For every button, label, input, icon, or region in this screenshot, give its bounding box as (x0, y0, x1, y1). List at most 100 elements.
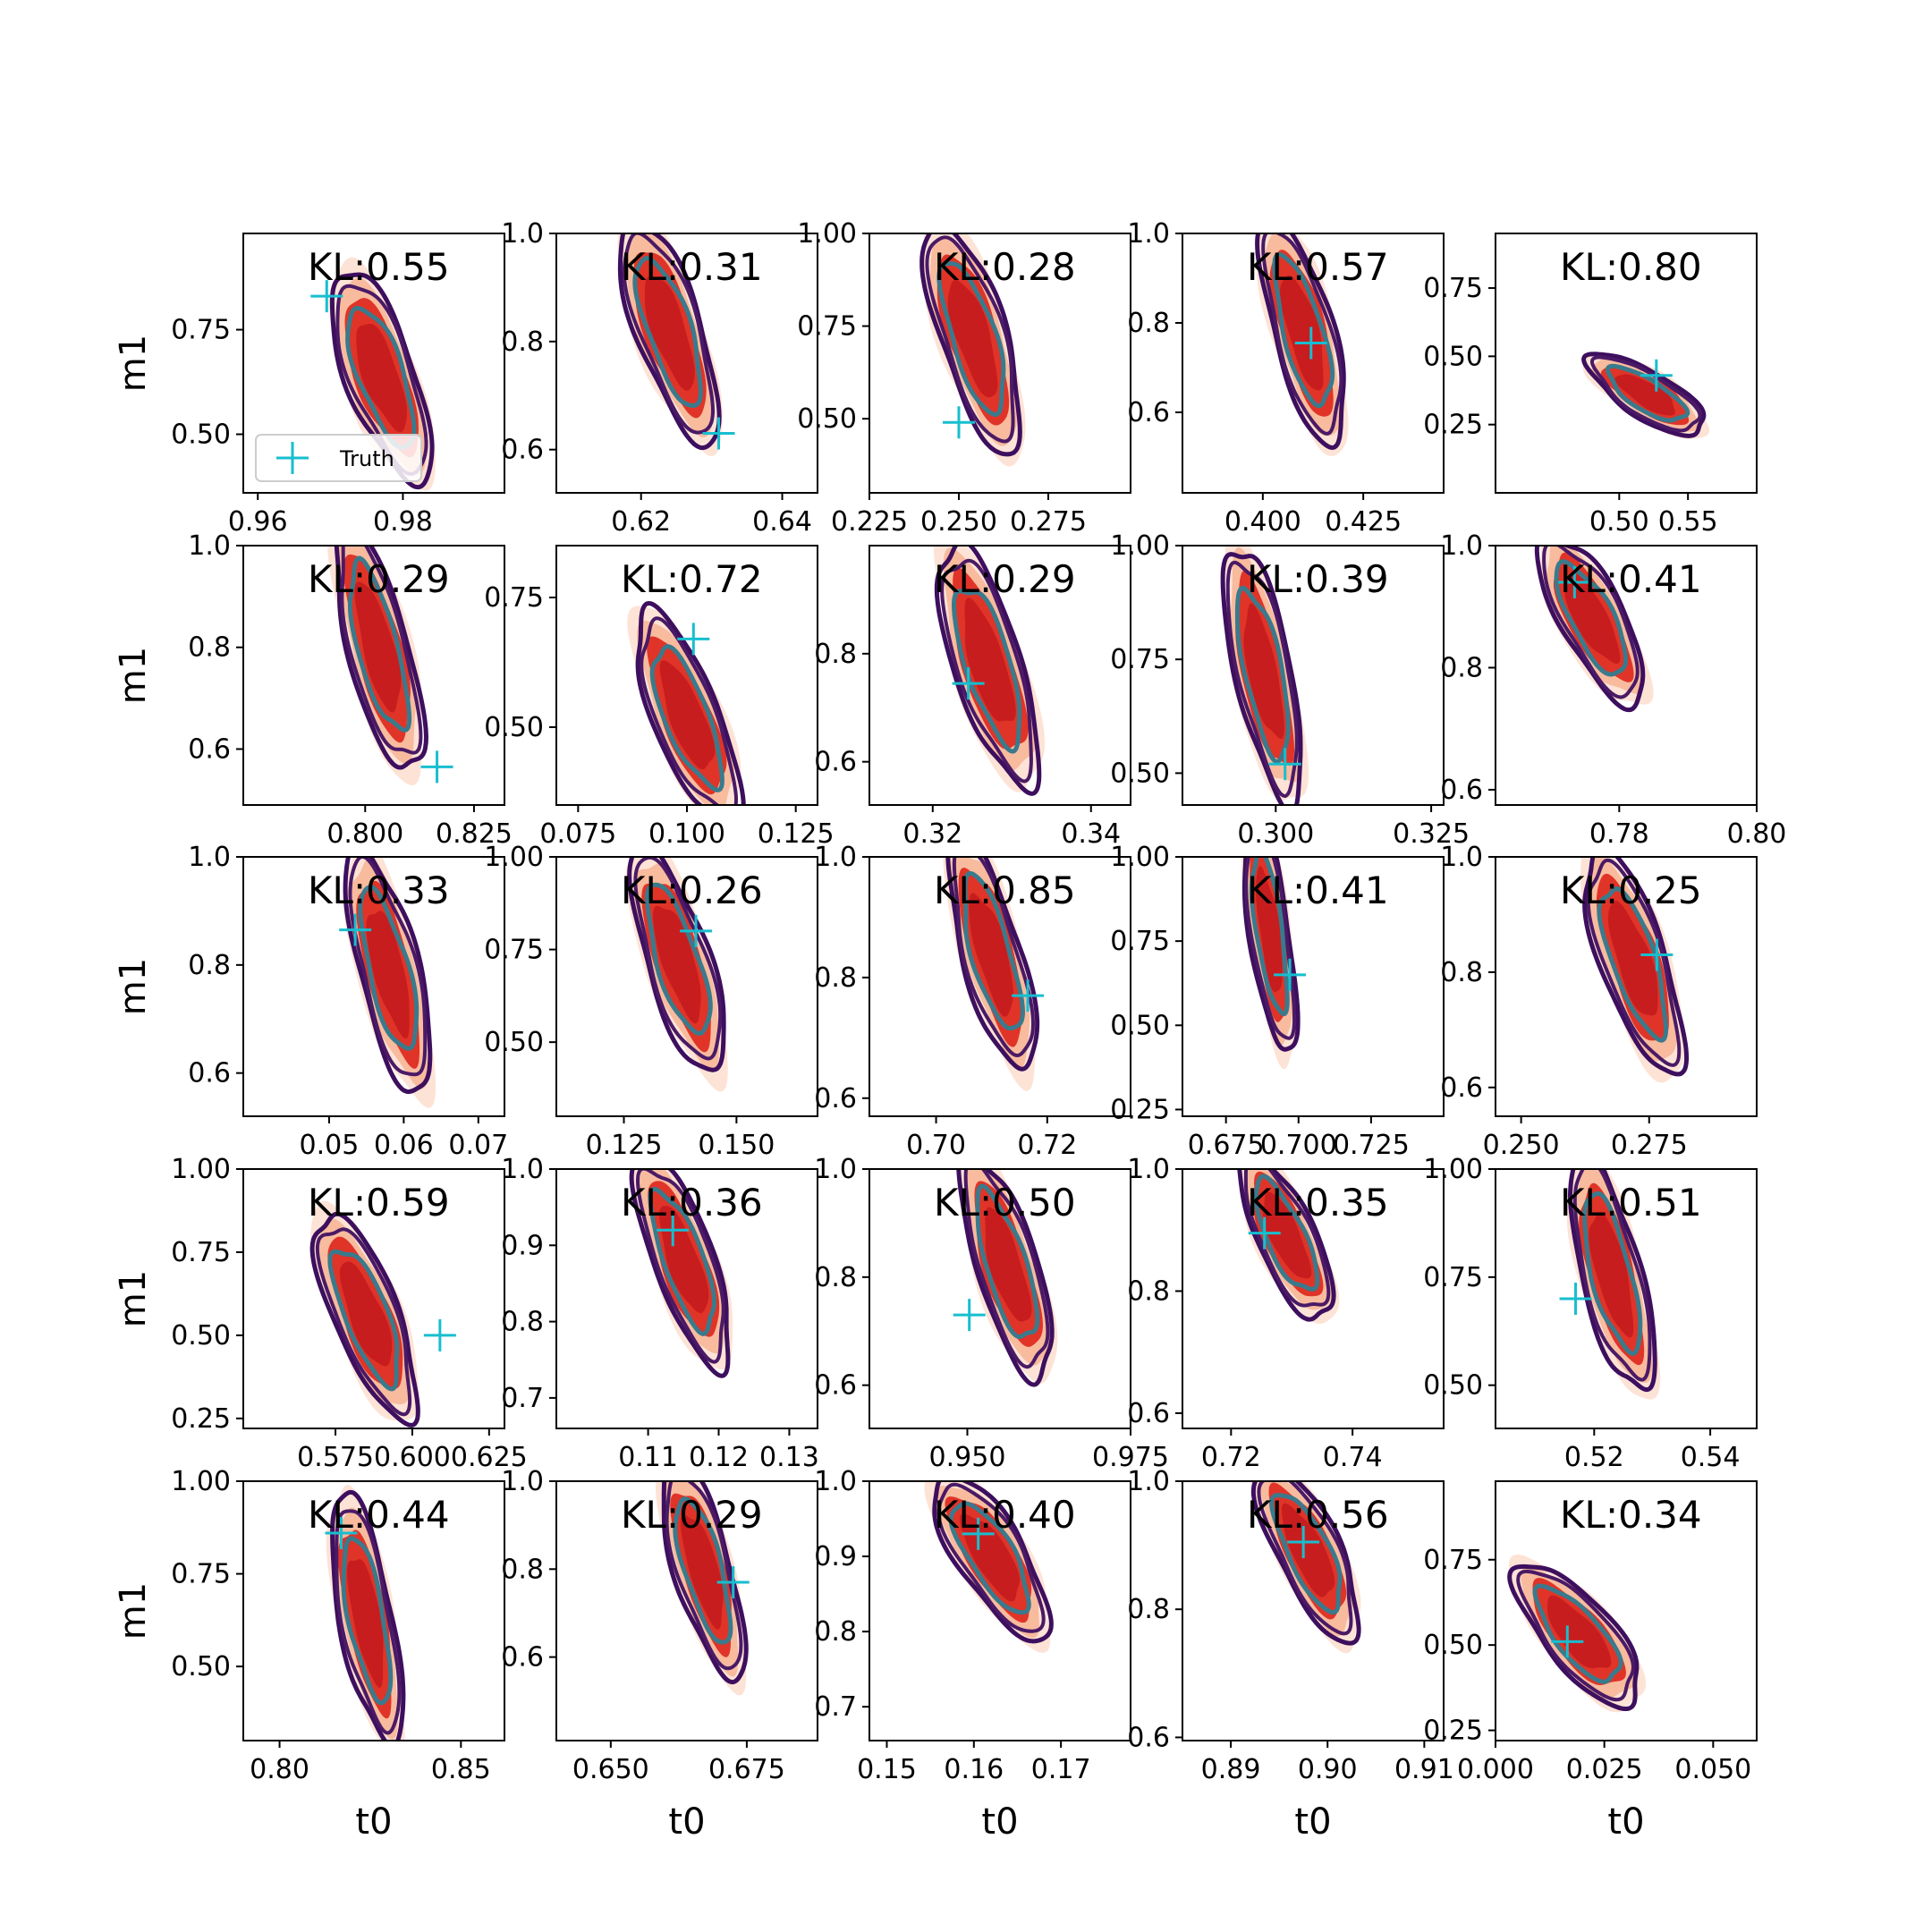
kl-annotation: KL:0.29 (934, 557, 1076, 601)
contour-line (936, 1482, 1046, 1633)
kl-annotation: KL:0.80 (1560, 245, 1702, 289)
y-tick-label: 1.00 (1423, 1154, 1483, 1185)
x-tick-label: 0.91 (1394, 1754, 1454, 1785)
plot-area (1250, 1481, 1361, 1654)
density-fill (1614, 374, 1675, 416)
plot-area (956, 1169, 1058, 1387)
y-tick-label: 1.00 (1110, 530, 1170, 562)
y-axis-label: m1 (113, 958, 154, 1015)
y-tick-label: 0.8 (1127, 1594, 1170, 1625)
y-tick-label: 0.8 (814, 962, 857, 994)
x-tick-label: 0.650 (572, 1754, 649, 1785)
contour-line (962, 870, 1025, 1031)
y-tick-label: 0.75 (484, 935, 544, 966)
contour-line (1581, 352, 1707, 438)
y-tick-label: 0.75 (1423, 1545, 1483, 1576)
kl-annotation: KL:0.29 (621, 1493, 763, 1537)
panel: 0.80 0.85 1.00 0.75 0.50 KL:0.44 m1 t0 (113, 1466, 505, 1843)
kl-annotation: KL:0.59 (308, 1181, 450, 1224)
panel: 0.075 0.100 0.125 0.75 0.50 KL:0.72 (484, 545, 835, 850)
y-tick-label: 0.75 (484, 582, 544, 614)
x-tick-label: 0.52 (1564, 1442, 1624, 1473)
y-tick-label: 1.0 (1440, 842, 1483, 873)
truth-marker (1012, 979, 1045, 1013)
contour-line (315, 1227, 412, 1417)
axes-frame (1182, 545, 1445, 806)
contour-line (1250, 1481, 1361, 1646)
truth-marker (702, 417, 735, 450)
panel: 0.000 0.025 0.050 0.75 0.50 0.25 KL:0.34 t0 (1423, 1480, 1758, 1843)
panel: 0.89 0.90 0.91 1.0 0.8 0.6 KL:0.56 t0 (1127, 1466, 1454, 1843)
panel: 0.15 0.16 0.17 1.0 0.9 0.8 0.7 KL:0.40 t0 (814, 1466, 1131, 1843)
x-tick-label: 0.12 (689, 1442, 749, 1473)
x-tick-label: 0.13 (759, 1442, 819, 1473)
contour-line (1255, 233, 1346, 450)
y-tick-label: 0.6 (1440, 775, 1483, 806)
y-tick-label: 0.50 (171, 1320, 231, 1352)
panel: 0.70 0.72 1.0 0.8 0.6 KL:0.85 (814, 842, 1131, 1161)
contour-line (622, 233, 716, 435)
x-axis-label: t0 (981, 1801, 1018, 1843)
y-tick-label: 0.25 (1110, 1094, 1170, 1125)
y-axis-label: m1 (113, 647, 154, 704)
x-tick-label: 0.62 (611, 506, 671, 538)
y-tick-label: 0.75 (1423, 273, 1483, 304)
y-tick-label: 0.6 (814, 1370, 857, 1402)
contour-line (1257, 1481, 1353, 1636)
axes-frame (242, 1480, 505, 1741)
y-tick-label: 1.00 (171, 1466, 231, 1497)
kl-annotation: KL:0.44 (308, 1493, 450, 1537)
x-axis-label: t0 (668, 1801, 705, 1843)
y-tick-label: 1.0 (814, 1466, 857, 1497)
x-tick-label: 0.32 (902, 818, 962, 850)
contour-line (1225, 560, 1299, 798)
axes-frame (1495, 1480, 1758, 1741)
y-tick-label: 0.75 (171, 315, 231, 346)
panel: 0.96 0.98 0.75 0.50 KL:0.55 m1 Truth (113, 233, 505, 538)
kl-annotation: KL:0.36 (621, 1181, 763, 1224)
truth-marker (1551, 1625, 1584, 1658)
contour-line (649, 644, 724, 792)
x-tick-label: 0.400 (1224, 506, 1301, 538)
y-tick-label: 1.00 (797, 218, 857, 250)
density-fill (1256, 866, 1283, 992)
plot-area (309, 1200, 420, 1428)
axes-frame (1495, 545, 1758, 806)
kl-annotation: KL:0.57 (1247, 245, 1389, 289)
axes-frame (869, 856, 1131, 1117)
x-tick-label: 0.98 (373, 506, 433, 538)
y-tick-label: 1.00 (484, 842, 544, 873)
x-tick-label: 0.675 (708, 1754, 785, 1785)
contour-line (1237, 1169, 1336, 1322)
density-fill (947, 279, 998, 398)
truth-marker (1268, 748, 1301, 781)
y-tick-label: 0.50 (171, 419, 231, 451)
contour-line (327, 1249, 400, 1392)
y-tick-label: 1.00 (1110, 842, 1170, 873)
plot-area (943, 857, 1040, 1091)
y-tick-label: 0.7 (501, 1383, 544, 1414)
axes-frame (869, 545, 1131, 806)
plot-area (1220, 546, 1309, 805)
plot-area (933, 546, 1046, 796)
plot-area (326, 1484, 406, 1741)
y-tick-label: 0.9 (501, 1230, 544, 1261)
y-axis-label: m1 (113, 335, 154, 392)
y-tick-label: 0.75 (171, 1237, 231, 1268)
panel: 0.800 0.825 1.0 0.8 0.6 KL:0.29 m1 (113, 530, 513, 850)
axes-frame (242, 856, 505, 1117)
y-tick-label: 1.0 (1127, 1466, 1170, 1497)
density-fill (1243, 603, 1284, 740)
plot-area (919, 233, 1026, 467)
contour-line (1234, 585, 1291, 765)
density-fill (1279, 275, 1324, 391)
contour-line (673, 1496, 733, 1645)
contour-line (341, 1536, 394, 1706)
contour-line (934, 546, 1042, 796)
axes-frame (869, 1480, 1131, 1741)
y-tick-label: 0.6 (1127, 397, 1170, 428)
x-tick-label: 0.250 (1483, 1130, 1560, 1161)
y-tick-label: 0.8 (1127, 308, 1170, 339)
y-tick-label: 0.8 (814, 639, 857, 670)
